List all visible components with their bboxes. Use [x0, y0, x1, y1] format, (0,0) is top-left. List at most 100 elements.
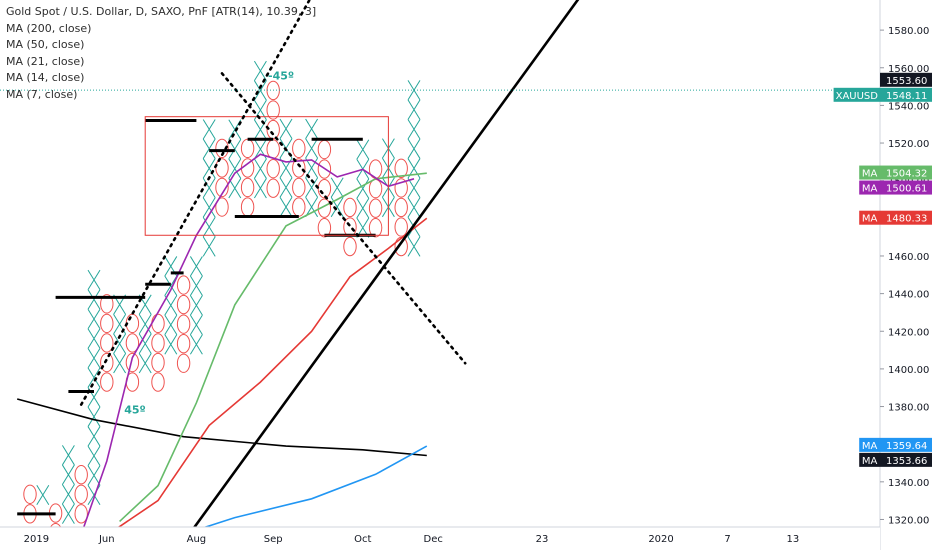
pnf-column	[202, 119, 216, 257]
price-tick-label: 1460.00	[888, 252, 929, 263]
price-axis: 1320.001340.001360.001380.001400.001420.…	[833, 0, 932, 550]
x-box	[138, 353, 152, 374]
price-tick-label: 1440.00	[888, 290, 929, 301]
pnf-column	[164, 256, 178, 355]
o-box	[317, 218, 332, 238]
pnf-column	[368, 159, 383, 238]
price-label-bg	[880, 210, 932, 225]
time-axis: 2019 Jun Aug Sep Oct Dec 23 2020 7 13	[0, 526, 880, 550]
price-tick-label: 1560.00	[888, 64, 929, 75]
pnf-column	[292, 138, 306, 217]
o-box	[317, 178, 332, 199]
ma-line	[82, 153, 415, 527]
x-box	[279, 177, 293, 198]
x-box	[202, 158, 216, 179]
o-box	[74, 465, 88, 485]
price-label-name-bg	[859, 165, 880, 180]
o-box	[125, 333, 140, 353]
price-label-bg	[880, 72, 932, 87]
price-tick-label: 1380.00	[888, 403, 929, 414]
x-box	[305, 118, 319, 139]
o-box	[343, 236, 357, 257]
price-tick-label: 1320.00	[888, 515, 929, 526]
trendline	[192, 0, 580, 527]
x-box	[87, 445, 101, 466]
o-box	[176, 294, 191, 315]
dotted-trendline	[79, 0, 311, 406]
pnf-column	[138, 294, 152, 374]
o-box	[100, 333, 114, 353]
price-label-value: 1504.32	[886, 169, 927, 180]
o-box	[317, 198, 332, 218]
x-box	[407, 119, 421, 140]
pnf-column	[125, 313, 140, 392]
o-box	[317, 139, 332, 160]
x-box	[305, 138, 319, 159]
time-tick-label: 2019	[24, 534, 49, 545]
x-box	[253, 60, 267, 81]
x-box	[164, 295, 178, 316]
price-label-name: MA	[862, 456, 878, 467]
o-box	[266, 139, 280, 159]
price-label-bg	[880, 180, 932, 195]
time-tick-label: 23	[536, 534, 549, 545]
dotted-trendline	[220, 72, 467, 365]
x-box	[356, 178, 370, 199]
x-box	[87, 406, 101, 427]
x-box	[407, 99, 421, 120]
x-box	[253, 158, 267, 179]
pnf-column	[61, 445, 75, 524]
pnf-column	[228, 119, 242, 199]
price-label-name: MA	[862, 441, 878, 452]
x-box	[87, 348, 101, 369]
x-box	[228, 178, 242, 199]
o-box	[317, 159, 332, 179]
o-box	[151, 333, 165, 353]
x-box	[407, 236, 421, 257]
x-box	[202, 138, 216, 159]
x-box	[138, 314, 152, 335]
price-label-name: XAUUSD	[836, 91, 879, 102]
o-box	[292, 138, 306, 159]
x-box	[61, 464, 75, 485]
price-label-bg	[880, 165, 932, 180]
x-box	[202, 119, 216, 140]
x-box	[61, 484, 75, 505]
o-box	[100, 313, 114, 334]
price-tick-label: 1520.00	[888, 139, 929, 150]
o-box	[176, 353, 191, 373]
ma-line	[16, 398, 427, 457]
pnf-column	[151, 313, 165, 392]
o-box	[215, 158, 229, 178]
pnf-column	[100, 294, 114, 392]
price-tick-label: 1420.00	[888, 327, 929, 338]
o-box	[368, 218, 383, 238]
x-box	[407, 138, 421, 159]
x-box	[356, 198, 370, 219]
price-label-value: 1480.33	[886, 214, 927, 225]
o-box	[394, 197, 408, 218]
time-axis-bg	[0, 527, 880, 550]
o-box	[176, 314, 191, 334]
price-label-name-bg	[833, 87, 880, 102]
price-label-name-bg	[859, 452, 880, 467]
x-box	[202, 236, 216, 257]
x-box	[61, 503, 75, 524]
x-box	[87, 465, 101, 486]
x-box	[305, 177, 319, 198]
x-box	[253, 80, 267, 101]
x-box	[164, 314, 178, 335]
o-box	[240, 138, 255, 159]
o-box	[74, 504, 88, 524]
x-box	[87, 289, 101, 310]
price-tick-label: 1540.00	[888, 101, 929, 112]
x-box	[87, 328, 101, 349]
o-box	[176, 275, 191, 295]
price-tick-label: 1580.00	[888, 26, 929, 37]
o-box	[240, 197, 255, 217]
ma-line	[119, 172, 427, 522]
trendline-angle-label: -45º	[268, 69, 294, 82]
x-box	[138, 333, 152, 354]
